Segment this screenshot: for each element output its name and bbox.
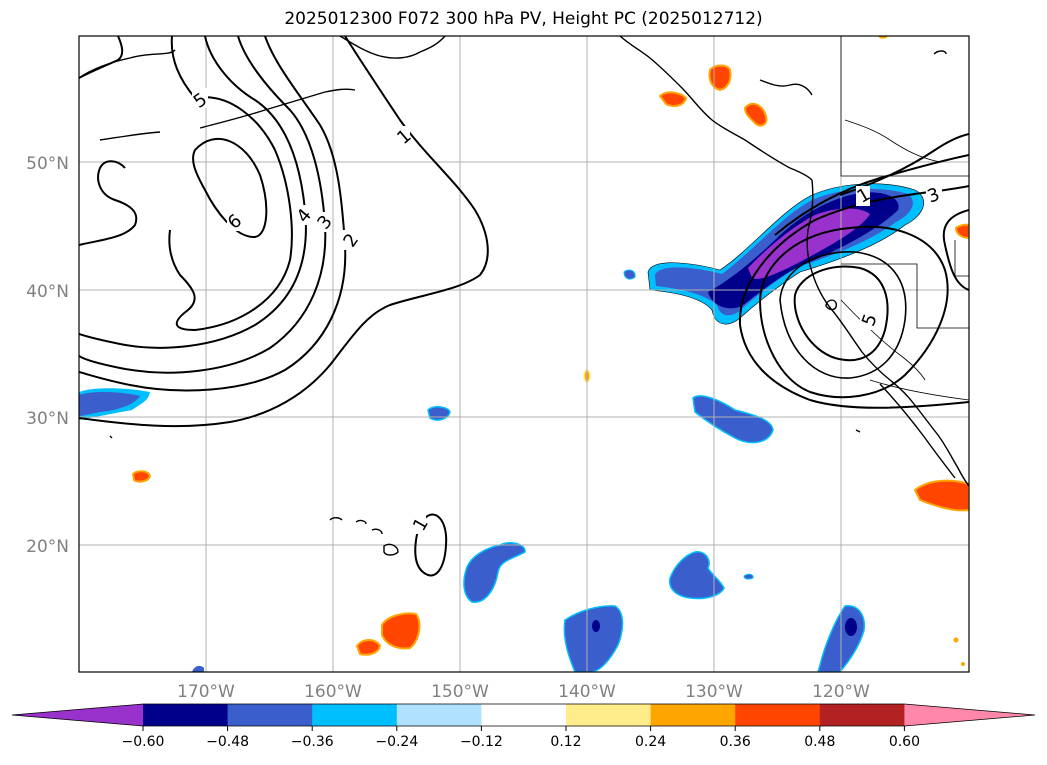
- pv-blob-s4-core: [845, 618, 857, 636]
- pv-blob-s3-core: [592, 620, 600, 632]
- contour-3: [79, 36, 327, 374]
- colorbar-tick-label: −0.60: [122, 734, 165, 750]
- pv-pos-6: [355, 639, 382, 656]
- colorbar-tick-label: −0.36: [291, 734, 334, 750]
- pv-blob-s3: [563, 605, 624, 672]
- pv-pos-2: [658, 91, 688, 107]
- lon-label: 140°W: [558, 682, 616, 702]
- colorbar-swatch: [566, 704, 652, 726]
- lon-label: 120°W: [812, 682, 870, 702]
- colorbar-extend-max: [904, 704, 1035, 726]
- pv-pos-12: [961, 662, 965, 666]
- map-area: 5 1 6 4 3 2 3 1 5 1: [79, 36, 969, 672]
- colorbar-swatch: [481, 704, 567, 726]
- pv-blob-west-inner: [79, 392, 140, 416]
- colorbar-swatch: [312, 704, 398, 726]
- colorbar-swatch: [819, 704, 905, 726]
- pv-shading: [79, 36, 969, 672]
- contour-5: [168, 36, 293, 332]
- colorbar-swatch: [143, 704, 229, 726]
- contour-label-group: 5 1 6 4 3 2 3 1 5 1: [190, 88, 943, 535]
- pv-pos-11: [953, 637, 959, 643]
- colorbar-tick-label: −0.12: [460, 734, 503, 750]
- gridlines: [79, 36, 969, 672]
- colorbar-swatch: [396, 704, 482, 726]
- map-frame: [78, 35, 970, 673]
- pv-blob-tiny: [623, 269, 636, 280]
- pv-pos-5: [381, 612, 421, 650]
- lat-label: 20°N: [26, 537, 69, 557]
- pv-blob-s1: [463, 542, 526, 603]
- pv-blob-mid: [427, 406, 451, 421]
- colorbar: −0.60 −0.48 −0.36 −0.24 −0.12 0.12 0.24 0.36 0.4…: [11, 703, 1036, 750]
- contour-e1: [774, 154, 969, 291]
- colorbar-tick-label: 0.48: [804, 734, 835, 750]
- pv-pos-8: [954, 223, 969, 240]
- colorbar-tick-label: 0.24: [635, 734, 666, 750]
- colorbar-swatch: [650, 704, 736, 726]
- colorbar-tick-label: 0.12: [550, 734, 581, 750]
- colorbar-tick-label: −0.48: [206, 734, 249, 750]
- lon-label: 170°W: [177, 682, 235, 702]
- lat-label: 30°N: [26, 409, 69, 429]
- coastlines: [79, 36, 969, 556]
- pv-pos-10: [878, 36, 888, 39]
- contour-nw: [79, 36, 124, 79]
- lon-labels: 170°W 160°W 150°W 140°W 130°W 120°W: [177, 682, 870, 702]
- map-title: 2025012300 F072 300 hPa PV, Height PC (2…: [284, 9, 763, 29]
- contour-2: [79, 36, 347, 392]
- colorbar-swatch: [227, 704, 313, 726]
- pv-blob-bottom: [192, 665, 204, 672]
- contour-e4: [779, 251, 907, 379]
- pv-blob-ne: [692, 395, 774, 444]
- pv-pos-3: [743, 102, 768, 127]
- colorbar-tick-label: −0.24: [375, 734, 418, 750]
- pv-pos-7: [131, 470, 152, 483]
- pv-pos-4: [913, 479, 969, 512]
- colorbar-tick-label: 0.36: [720, 734, 751, 750]
- lat-label: 50°N: [26, 154, 69, 174]
- contour-4: [79, 36, 307, 349]
- contour-e3: [758, 225, 949, 399]
- pv-blob-small-east: [743, 573, 754, 580]
- contour-w: [79, 160, 138, 246]
- lon-label: 130°W: [685, 682, 743, 702]
- pv-blob-s2: [668, 551, 725, 600]
- pv-band-core: [748, 208, 870, 279]
- colorbar-extend-min: [12, 704, 143, 726]
- pv-pos-1: [708, 64, 732, 92]
- colorbar-swatch: [735, 704, 821, 726]
- lat-labels: 50°N 40°N 30°N 20°N: [26, 154, 69, 557]
- colorbar-tick-label: 0.60: [889, 734, 920, 750]
- lon-label: 160°W: [304, 682, 362, 702]
- lat-label: 40°N: [26, 282, 69, 302]
- contour-e5: [793, 265, 889, 362]
- lon-label: 150°W: [431, 682, 489, 702]
- contour-inner-ring: [825, 299, 838, 311]
- contour-6: [192, 137, 268, 239]
